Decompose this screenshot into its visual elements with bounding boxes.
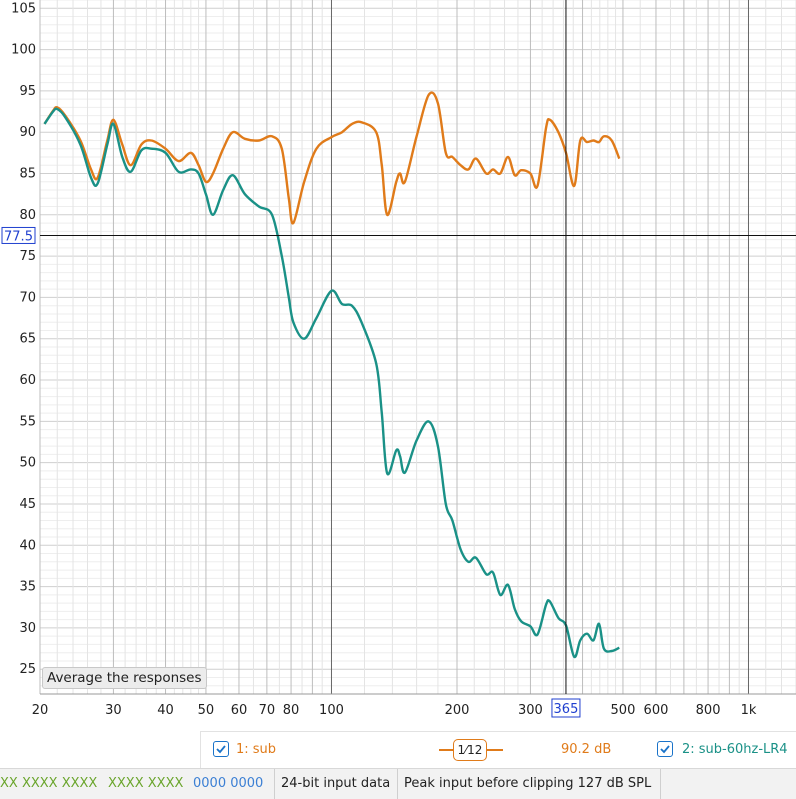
smoothing-line-left [439, 749, 453, 751]
x-tick-label: 500 [611, 703, 636, 718]
y-tick-label: 100 [11, 43, 36, 58]
cursor-crosshair[interactable]: 77.5 365 [1, 0, 796, 718]
x-tick-label: 200 [445, 703, 470, 718]
cursor-x-label: 365 [554, 702, 579, 717]
checkmark-icon [216, 745, 226, 754]
checkmark-icon [660, 745, 670, 754]
x-tick-label: 30 [105, 703, 122, 718]
x-tick-label: 800 [696, 703, 721, 718]
x-tick-label: 600 [644, 703, 669, 718]
series-line-sub [43, 91, 621, 225]
y-tick-label: 90 [19, 125, 36, 140]
status-input-bits: 24-bit input data [281, 776, 391, 791]
smoothing-line-right [487, 749, 503, 751]
y-tick-label: 65 [19, 332, 36, 347]
status-peak-input: Peak input before clipping 127 dB SPL [404, 776, 652, 791]
y-tick-label: 40 [19, 538, 36, 553]
status-bar: XX XXXX XXXX XXXX XXXX 0000 0000 24-bit … [0, 768, 796, 799]
lr4-legend-label: 2: sub-60hz-LR4 [682, 742, 788, 757]
status-level-3: 0000 0000 [193, 776, 264, 791]
sub-legend-label: 1: sub [236, 742, 277, 757]
frequency-response-plot[interactable]: 77.5 365 105 100 95 90 85 80 75 70 65 60 55 50 45 40 35… [0, 0, 796, 730]
smoothing-value: 1⁄12 [453, 739, 487, 761]
y-tick-label: 105 [11, 1, 36, 16]
y-axis-ticks: 105 100 95 90 85 80 75 70 65 60 55 50 45 40 35 30 25 [11, 1, 36, 677]
y-tick-label: 35 [19, 580, 36, 595]
smoothing-selector[interactable]: 1⁄12 [439, 739, 505, 761]
cursor-x-label-box [551, 698, 581, 718]
y-tick-label: 50 [19, 456, 36, 471]
status-level-1: XX XXXX XXXX [0, 776, 98, 791]
x-tick-label: 80 [283, 703, 300, 718]
y-tick-label: 25 [19, 662, 36, 677]
grid [39, 0, 796, 695]
cursor-y-label-box [1, 226, 36, 244]
lr4-checkbox[interactable] [657, 741, 673, 757]
cursor-value-label: 90.2 dB [561, 742, 612, 757]
x-tick-label: 300 [518, 703, 543, 718]
series-line-lr4 [43, 107, 620, 659]
y-tick-label: 55 [19, 414, 36, 429]
sub-checkbox[interactable] [213, 741, 229, 757]
status-separator [274, 769, 275, 799]
y-tick-label: 30 [19, 621, 36, 636]
x-tick-label: 20 [32, 703, 49, 718]
x-tick-label: 70 [259, 703, 276, 718]
status-level-2: XXXX XXXX [108, 776, 184, 791]
average-responses-button[interactable]: Average the responses [42, 667, 207, 689]
x-tick-label: 50 [198, 703, 215, 718]
x-tick-label: 100 [319, 703, 344, 718]
x-tick-label: 1k [741, 703, 757, 718]
x-axis-ticks: 20 30 40 50 60 70 80 100 200 300 500 600 800 1k [32, 703, 757, 718]
y-tick-label: 70 [19, 290, 36, 305]
y-tick-label: 85 [19, 167, 36, 182]
status-separator [660, 769, 661, 799]
x-tick-label: 60 [231, 703, 248, 718]
y-tick-label: 80 [19, 208, 36, 223]
y-tick-label: 60 [19, 373, 36, 388]
status-separator [397, 769, 398, 799]
y-tick-label: 45 [19, 497, 36, 512]
y-tick-label: 95 [19, 84, 36, 99]
series-layer [43, 91, 621, 659]
y-tick-label: 75 [19, 249, 36, 264]
legend-bar: 1: sub 1⁄12 90.2 dB 2: sub-60hz-LR4 [200, 731, 796, 768]
x-tick-label: 40 [157, 703, 174, 718]
cursor-y-label: 77.5 [4, 229, 33, 244]
